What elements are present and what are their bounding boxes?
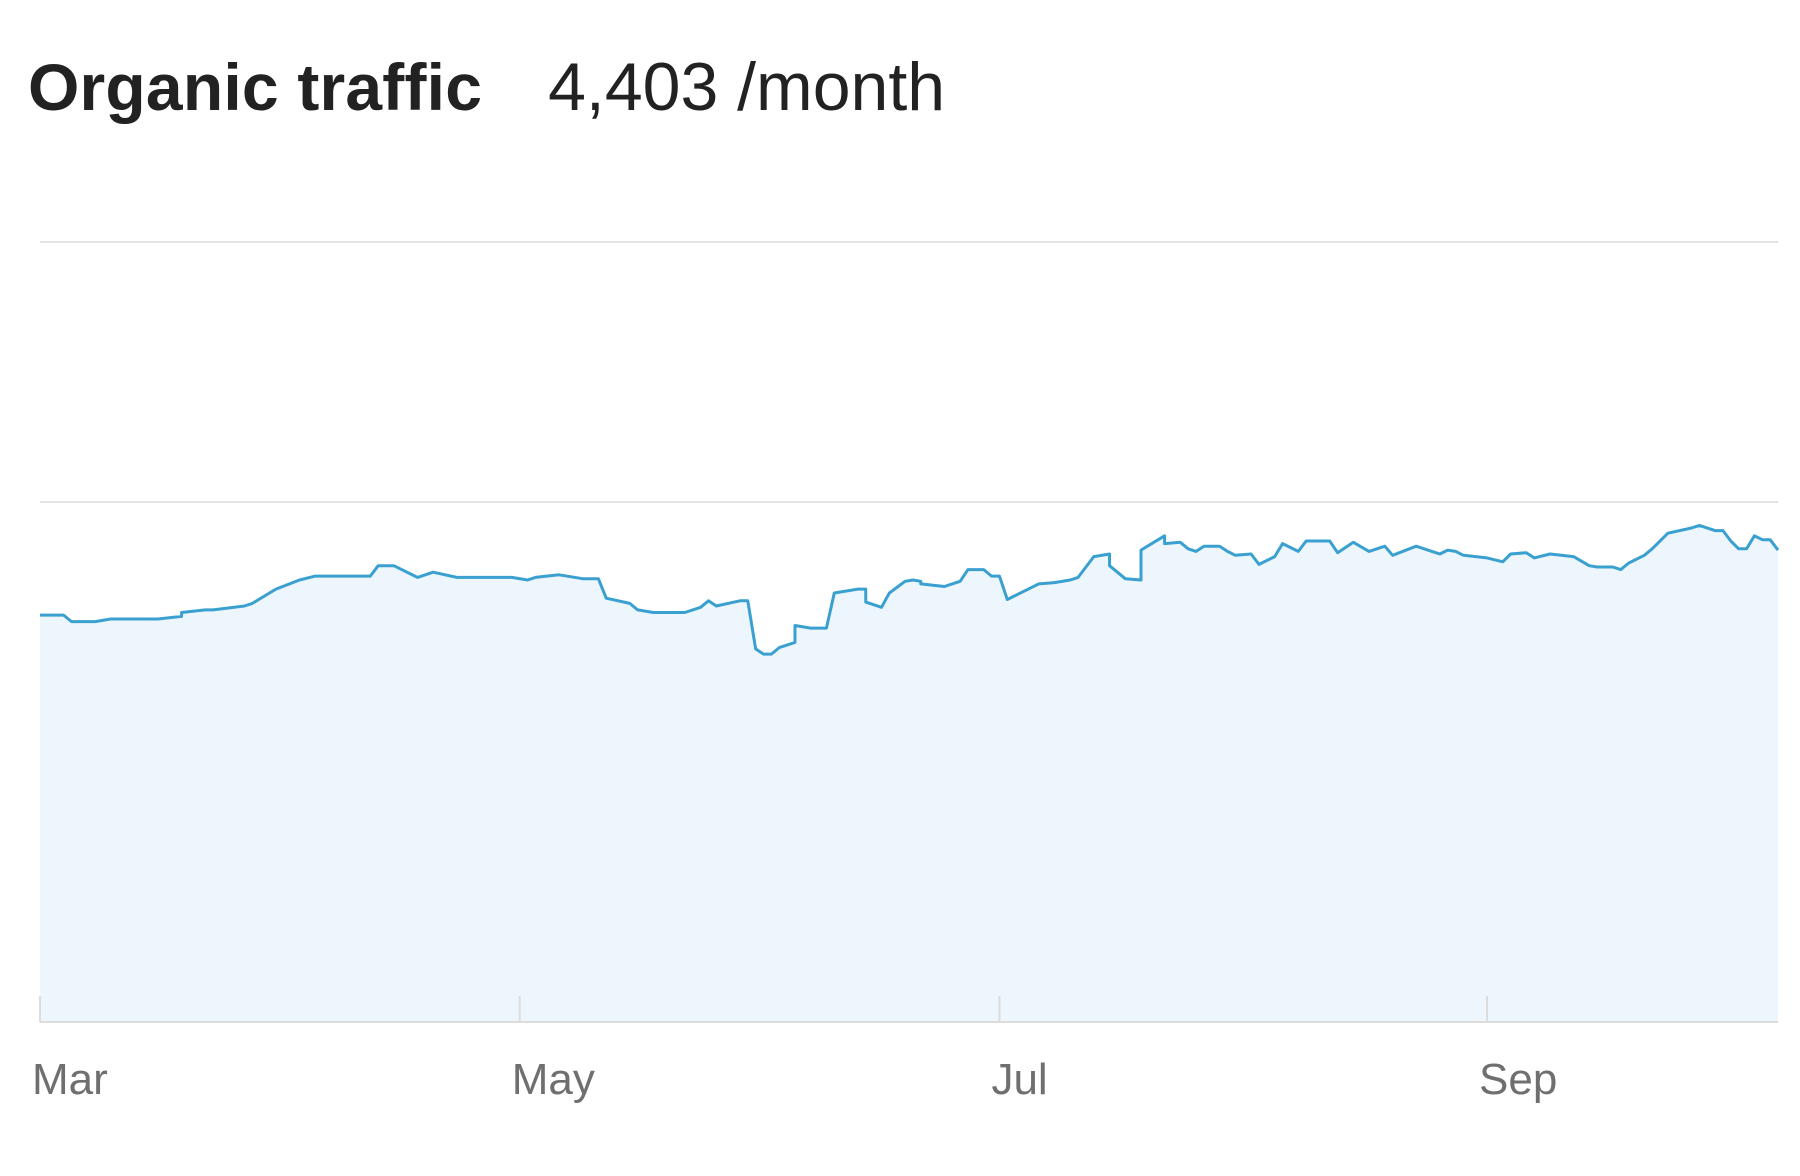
x-tick-label: Sep [1479,1055,1557,1104]
x-tick-label: Mar [32,1055,108,1104]
x-tick-label: May [512,1055,595,1104]
chart-title: Organic traffic [28,50,483,124]
x-tick-label: Jul [991,1055,1047,1104]
traffic-area [40,525,1778,1022]
monthly-traffic-value: 4,403 /month [548,49,946,125]
chart-header: Organic traffic 4,403 /month [28,48,945,138]
traffic-line [40,523,1780,656]
